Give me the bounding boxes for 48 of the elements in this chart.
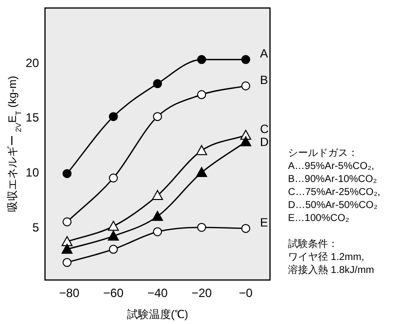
text: C…75%Ar-25%CO₂, — [288, 187, 380, 198]
point — [108, 174, 118, 182]
y-tick-label: 20 — [26, 56, 40, 70]
point — [108, 112, 118, 122]
point — [62, 258, 72, 267]
text: 溶接入熱 1.8kJ/mm — [288, 264, 374, 276]
point — [153, 227, 162, 236]
point — [62, 217, 72, 226]
x-tick-label: −80 — [59, 286, 80, 300]
series-label: E — [260, 215, 268, 230]
series-label: C — [260, 122, 269, 136]
text: シールドガス： — [288, 148, 358, 159]
x-tick-label: −20 — [191, 286, 212, 300]
text: 試験条件： — [288, 238, 338, 250]
series-label: D — [260, 135, 269, 150]
point — [197, 222, 206, 232]
x-tick-label: −0 — [238, 286, 253, 300]
x-tick-label: −40 — [147, 286, 168, 300]
point — [241, 224, 250, 233]
x-tick-label: −60 — [103, 286, 124, 300]
text: E…100%CO₂ — [288, 213, 350, 224]
point — [152, 210, 163, 221]
series-label: A — [260, 46, 268, 61]
series-label: B — [260, 72, 268, 87]
y-tick-label: 15 — [26, 110, 40, 125]
point — [62, 244, 73, 254]
point — [108, 244, 118, 254]
x-axis-title: 試験温度(℃) — [126, 308, 188, 321]
text: D…50%Ar-50%CO₂ — [288, 200, 378, 211]
point — [62, 169, 72, 178]
text: A…95%Ar-5%CO₂, — [288, 161, 374, 172]
point — [240, 136, 252, 146]
point — [241, 81, 250, 90]
point — [153, 112, 162, 122]
point — [153, 79, 162, 88]
point — [152, 190, 163, 200]
point — [197, 55, 206, 64]
y-tick-label: 5 — [32, 220, 40, 234]
point — [197, 90, 206, 100]
point — [196, 145, 208, 156]
text: B…90%Ar-10%CO₂ — [288, 174, 378, 185]
point — [196, 167, 208, 178]
y-tick-label: 10 — [26, 166, 40, 180]
text: ワイヤ径 1.2mm, — [288, 252, 364, 263]
point — [241, 55, 250, 64]
point — [108, 230, 119, 241]
point — [62, 236, 73, 246]
point — [108, 220, 119, 231]
